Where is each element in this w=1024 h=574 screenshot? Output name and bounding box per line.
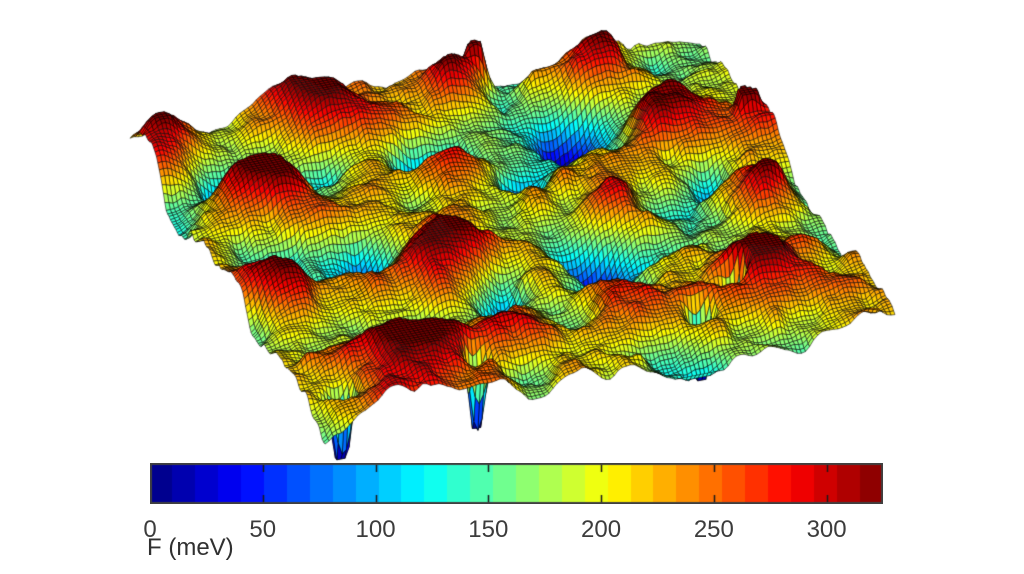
colorbar-tick-label: 250 [693, 516, 734, 543]
colorbar-tick-label: 0 [143, 516, 157, 543]
colorbar-tick-label: 200 [581, 516, 622, 543]
colorbar-tick-label: 300 [806, 516, 847, 543]
colorbar-axis-label: F (meV) [147, 534, 234, 561]
colorbar-tick-label: 50 [249, 516, 277, 543]
colorbar-canvas [150, 463, 883, 504]
colorbar-tick-label: 150 [468, 516, 509, 543]
colorbar-tick-label: 100 [355, 516, 396, 543]
